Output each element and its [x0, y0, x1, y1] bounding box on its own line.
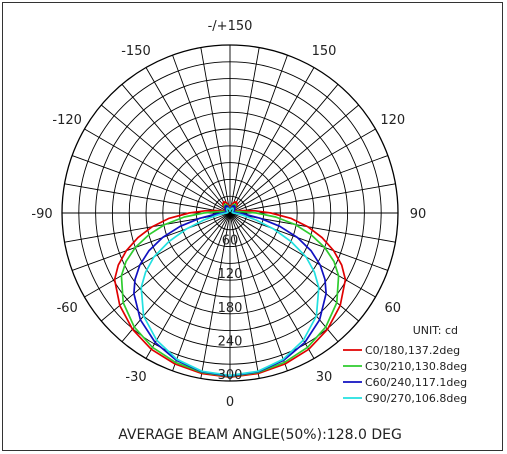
grid-spoke — [229, 84, 339, 214]
radial-tick-label: 60 — [222, 234, 239, 249]
legend-label-0: C0/180,137.2deg — [365, 344, 460, 357]
angle-tick-label: -/+150 — [208, 19, 253, 34]
angle-tick-label: 120 — [380, 113, 405, 128]
intensity-curves — [113, 200, 347, 378]
angle-tick-label: -90 — [31, 207, 52, 222]
grid-spoke — [172, 54, 231, 214]
grid-spoke — [229, 128, 376, 214]
angle-tick-label: -30 — [125, 370, 146, 385]
grid-spoke — [71, 212, 231, 271]
legend-label-3: C90/270,106.8deg — [365, 392, 467, 405]
grid-spoke — [229, 212, 389, 271]
radial-tick-label: 180 — [218, 301, 243, 316]
grid-spoke — [229, 104, 359, 214]
radial-tick-label: 300 — [218, 368, 243, 383]
grid-spoke — [229, 212, 288, 372]
angle-tick-label: 30 — [316, 370, 333, 385]
grid-spoke — [229, 155, 389, 214]
angle-tick-label: 60 — [385, 301, 402, 316]
grid-spoke — [84, 212, 231, 298]
grid-spoke — [145, 67, 231, 214]
radial-tick-labels: 60 120 180 240 300 — [218, 234, 243, 383]
grid-spoke — [71, 155, 231, 214]
legend-label-1: C30/210,130.8deg — [365, 360, 467, 373]
grid-spoke — [229, 54, 288, 214]
grid-spoke — [145, 212, 231, 359]
grid-spoke — [64, 183, 231, 214]
grid-spoke — [229, 212, 376, 298]
angle-tick-label: 150 — [312, 44, 337, 59]
angle-tick-label: 90 — [410, 207, 427, 222]
grid-spoke — [229, 212, 315, 359]
grid-spoke — [84, 128, 231, 214]
radial-tick-label: 120 — [218, 267, 243, 282]
grid-spoke — [229, 67, 315, 214]
grid-spoke — [101, 104, 231, 214]
grid-spoke — [121, 84, 231, 214]
grid-spoke — [229, 183, 396, 214]
polar-grid — [61, 44, 399, 382]
legend-label-2: C60/240,117.1deg — [365, 376, 467, 389]
legend: UNIT: cd C0/180,137.2deg C30/210,130.8deg… — [343, 324, 467, 405]
angle-tick-label: -150 — [121, 44, 151, 59]
unit-label: UNIT: cd — [413, 324, 458, 337]
beam-angle-footer: AVERAGE BEAM ANGLE(50%):128.0 DEG — [118, 427, 402, 443]
angle-tick-label: -120 — [52, 113, 82, 128]
radial-tick-label: 240 — [218, 334, 243, 349]
series-curve-3 — [140, 207, 320, 377]
angle-tick-label: 0 — [226, 395, 234, 410]
grid-spoke — [200, 47, 231, 214]
grid-spoke — [172, 212, 231, 372]
angle-tick-label: -60 — [57, 301, 78, 316]
grid-spoke — [229, 47, 260, 214]
grid-spoke — [200, 212, 231, 379]
grid-spoke — [229, 212, 260, 379]
